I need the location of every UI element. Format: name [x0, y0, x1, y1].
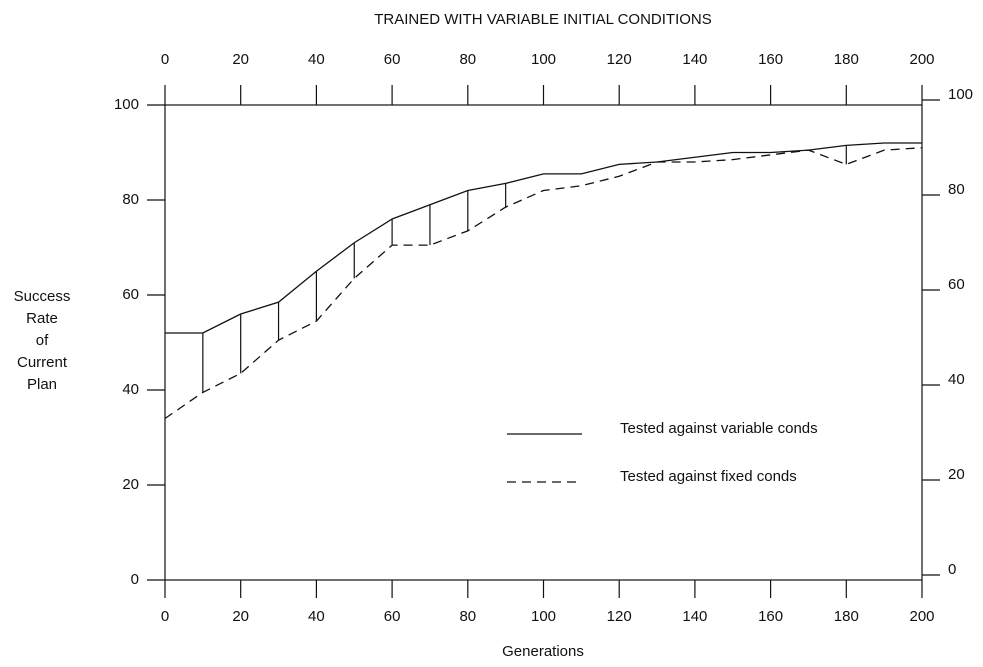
x-tick-label: 120: [607, 608, 632, 625]
plot-frame: [164, 104, 923, 581]
legend-label: Tested against variable conds: [620, 420, 818, 437]
x-tick-label-top: 20: [232, 51, 249, 68]
x-tick-label-top: 140: [682, 51, 707, 68]
y-axis-label: of: [36, 332, 49, 349]
x-tick-label-top: 0: [161, 51, 169, 68]
y-tick-label: 40: [122, 381, 139, 398]
y-tick-label: 0: [131, 571, 139, 588]
x-tick-label: 80: [459, 608, 476, 625]
x-tick-label-top: 100: [531, 51, 556, 68]
x-axis-label: Generations: [502, 643, 584, 660]
x-tick-label: 160: [758, 608, 783, 625]
y-tick-label-right: 60: [948, 276, 965, 293]
y-axis-label: Success: [14, 288, 71, 305]
x-tick-label-top: 80: [459, 51, 476, 68]
x-tick-label: 60: [384, 608, 401, 625]
x-tick-label: 20: [232, 608, 249, 625]
y-axis-label: Rate: [26, 310, 58, 327]
series-line: [165, 142, 922, 334]
x-tick-label-top: 120: [607, 51, 632, 68]
legend-label: Tested against fixed conds: [620, 468, 797, 485]
x-tick-label: 140: [682, 608, 707, 625]
x-tick-label-top: 40: [308, 51, 325, 68]
y-axis-label: Plan: [27, 376, 57, 393]
y-tick-label-right: 100: [948, 86, 973, 103]
x-tick-label-top: 180: [834, 51, 859, 68]
x-tick-label: 0: [161, 608, 169, 625]
x-tick-label: 100: [531, 608, 556, 625]
x-tick-label: 200: [909, 608, 934, 625]
x-tick-label: 180: [834, 608, 859, 625]
y-tick-label-right: 40: [948, 371, 965, 388]
series-line: [164, 147, 923, 420]
x-tick-label-top: 160: [758, 51, 783, 68]
x-tick-label-top: 200: [909, 51, 934, 68]
chart-title: TRAINED WITH VARIABLE INITIAL CONDITIONS: [374, 11, 712, 28]
y-tick-label: 20: [122, 476, 139, 493]
y-tick-label-right: 80: [948, 181, 965, 198]
x-tick-label-top: 60: [384, 51, 401, 68]
y-tick-label-right: 20: [948, 466, 965, 483]
y-tick-label: 60: [122, 286, 139, 303]
x-tick-label: 40: [308, 608, 325, 625]
y-axis-label: Current: [17, 354, 68, 371]
y-tick-label: 100: [114, 96, 139, 113]
y-tick-label: 80: [122, 191, 139, 208]
y-tick-label-right: 0: [948, 561, 956, 578]
